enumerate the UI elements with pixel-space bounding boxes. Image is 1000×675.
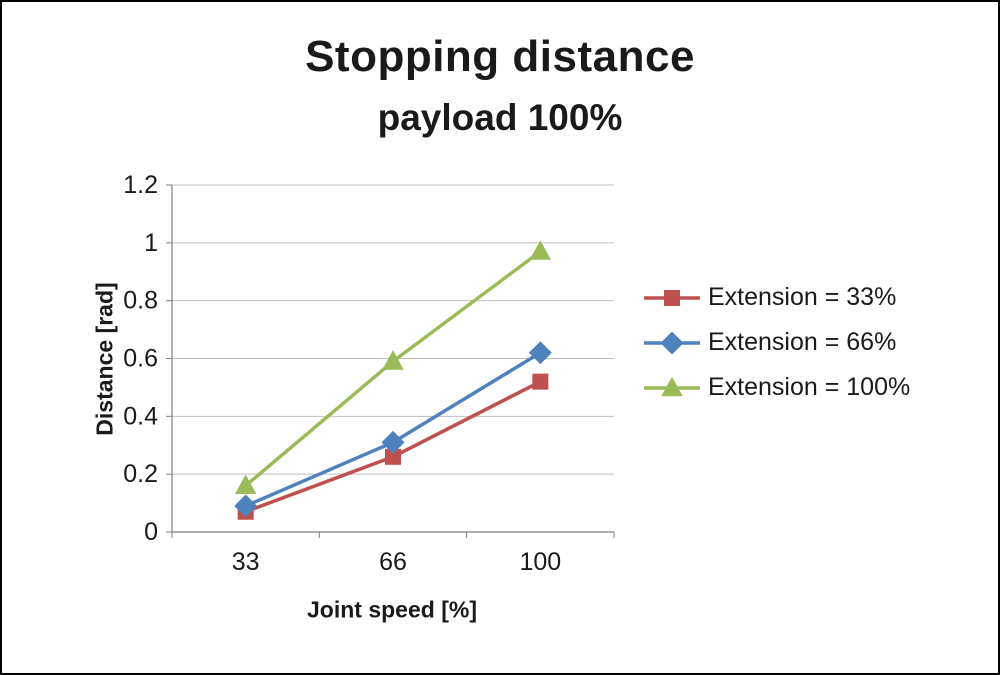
legend-label: Extension = 66% [708,328,897,356]
svg-text:100: 100 [519,548,561,576]
svg-text:0.4: 0.4 [123,402,158,430]
svg-text:1: 1 [144,229,158,257]
svg-text:0.2: 0.2 [123,460,158,488]
svg-text:0: 0 [144,518,158,546]
series-diamond [234,341,552,518]
x-tick-labels: 33 66 100 [232,548,561,576]
chart-subtitle: payload 100% [377,97,623,138]
axes [171,185,615,538]
triangle-marker-icon [644,376,700,396]
legend-label: Extension = 100% [708,373,911,401]
y-tick-labels: 0 0.2 0.4 0.6 0.8 1 1.2 [123,171,158,546]
y-axis-title: Distance [rad] [91,282,118,436]
svg-text:0.8: 0.8 [123,287,158,315]
chart-title: Stopping distance [305,32,695,81]
x-axis-title: Joint speed [%] [307,596,477,623]
svg-text:33: 33 [232,548,260,576]
legend-item: Extension = 66% [644,328,910,357]
legend-item: Extension = 33% [644,283,910,312]
diamond-marker-icon [644,330,700,355]
legend-item: Extension = 100% [644,373,910,402]
legend-label: Extension = 33% [708,283,897,311]
chart-legend: Extension = 33% Extension = 66% Extension … [644,283,910,402]
svg-text:66: 66 [379,548,407,576]
square-marker-icon [644,289,700,306]
svg-text:0.6: 0.6 [123,345,158,373]
series-triangle [234,240,552,495]
svg-text:1.2: 1.2 [123,171,158,199]
